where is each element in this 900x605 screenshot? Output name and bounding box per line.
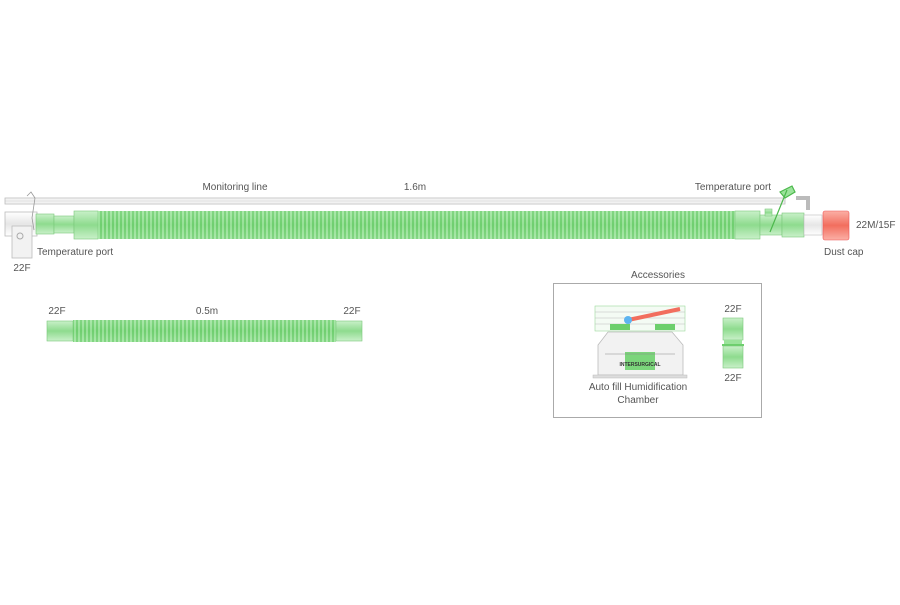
- temperature-port-left-label: Temperature port: [37, 247, 113, 258]
- left-hose-cuff: [73, 210, 99, 240]
- right-temperature-port-icon: [769, 185, 796, 233]
- connector-bottom-label: 22F: [724, 373, 741, 384]
- extension-left-connector-label: 22F: [48, 306, 65, 317]
- monitoring-line: [4, 197, 786, 205]
- dust-cap: [822, 210, 850, 241]
- extension-tube: 22F 0.5m 22F: [46, 306, 363, 342]
- main-circuit: Monitoring line 1.6m Temperature port Te…: [4, 182, 895, 274]
- left-cuff: [35, 213, 55, 235]
- connector-top-label: 22F: [724, 304, 741, 315]
- right-connector-label: 22M/15F: [856, 220, 895, 231]
- left-adapter: [53, 215, 75, 234]
- chamber-label-line1: Auto fill Humidification: [589, 382, 687, 393]
- chamber-brand-logo: INTERSURGICAL: [619, 362, 660, 368]
- right-hose-cuff: [734, 210, 761, 240]
- left-t-piece: [4, 211, 38, 259]
- accessories-title: Accessories: [631, 270, 685, 281]
- monitoring-line-label: Monitoring line: [202, 182, 267, 193]
- connector-22f-22f: [722, 317, 744, 369]
- accessories-panel: Accessories INTERSURGICAL Auto fill Humi…: [553, 270, 762, 418]
- extension-length-label: 0.5m: [196, 306, 218, 317]
- dust-cap-label: Dust cap: [824, 247, 864, 258]
- left-temperature-port-icon: [26, 191, 36, 231]
- temperature-port-right-label: Temperature port: [695, 182, 771, 193]
- left-connector-label: 22F: [13, 263, 30, 274]
- length-label: 1.6m: [404, 182, 426, 193]
- extension-right-connector-label: 22F: [343, 306, 360, 317]
- chamber-label-line2: Chamber: [617, 395, 659, 406]
- humidification-chamber: INTERSURGICAL: [592, 305, 688, 379]
